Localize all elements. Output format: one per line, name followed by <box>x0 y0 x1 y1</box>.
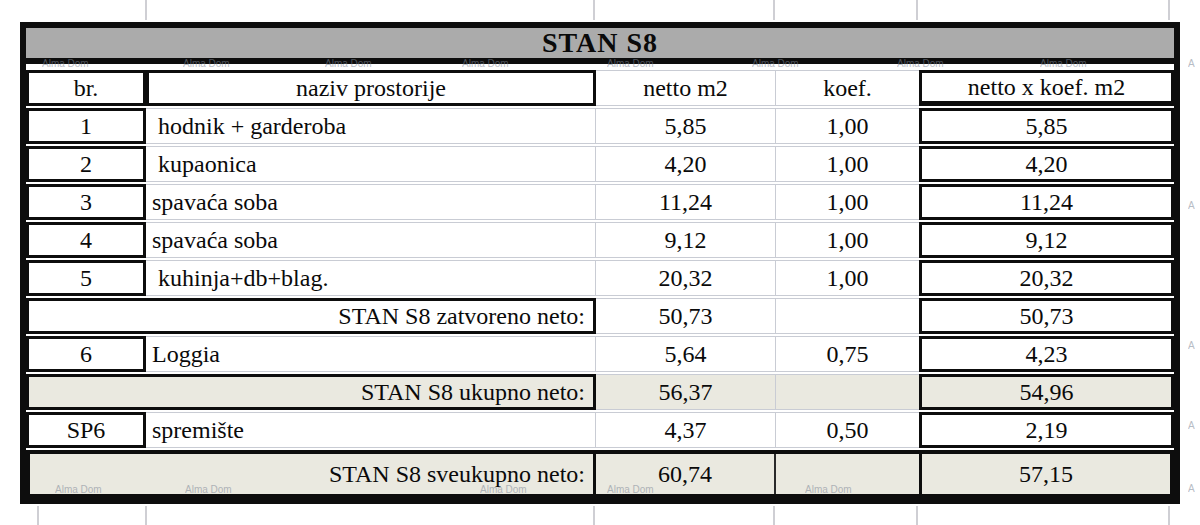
cell-total: 11,24 <box>919 184 1174 220</box>
cell-total: 54,96 <box>919 374 1174 410</box>
col-header-netto: netto m2 <box>596 70 776 106</box>
gridline <box>773 506 775 525</box>
cell-total: 4,20 <box>919 146 1174 182</box>
cell-total: 2,19 <box>919 412 1174 448</box>
gridline <box>773 0 775 20</box>
cell-total: 5,85 <box>919 108 1174 144</box>
cell-netto: 11,24 <box>596 184 776 220</box>
cell-koef <box>776 454 919 494</box>
col-header-koef: koef. <box>776 70 919 106</box>
watermark-edge: A <box>1188 200 1195 211</box>
gridline <box>916 0 918 20</box>
cell-koef <box>776 298 919 334</box>
table-row: 4 spavaća soba 9,12 1,00 9,12 <box>26 222 1174 258</box>
cell-koef: 1,00 <box>776 260 919 296</box>
cell-koef: 1,00 <box>776 222 919 258</box>
cell-total: 4,23 <box>919 336 1174 372</box>
watermark-edge: A <box>1188 483 1195 494</box>
subtotal-label: STAN S8 zatvoreno neto: <box>26 298 596 334</box>
cell-koef <box>776 374 919 410</box>
gridline <box>1168 506 1170 525</box>
col-header-total: netto x koef. m2 <box>919 70 1174 106</box>
table-row: 2 kupaonica 4,20 1,00 4,20 <box>26 146 1174 182</box>
cell-netto: 20,32 <box>596 260 776 296</box>
col-header-name: naziv prostorije <box>146 70 596 106</box>
cell-name: spavaća soba <box>146 222 596 258</box>
cell-netto: 9,12 <box>596 222 776 258</box>
cell-total: 50,73 <box>919 298 1174 334</box>
cell-netto: 50,73 <box>596 298 776 334</box>
cell-br: 1 <box>26 108 146 144</box>
spreadsheet-screenshot: STAN S8 br. naziv prostorije netto m2 ko… <box>0 0 1200 525</box>
cell-name: kuhinja+db+blag. <box>146 260 596 296</box>
cell-netto: 4,20 <box>596 146 776 182</box>
table-row: 5 kuhinja+db+blag. 20,32 1,00 20,32 <box>26 260 1174 296</box>
cell-total: 57,15 <box>919 454 1170 494</box>
gridline <box>593 506 595 525</box>
cell-br: SP6 <box>26 412 146 448</box>
cell-netto: 4,37 <box>596 412 776 448</box>
watermark-edge: A <box>1188 420 1195 431</box>
gridline <box>145 506 147 525</box>
watermark-edge: A <box>1188 340 1195 351</box>
subtotal-label: STAN S8 ukupno neto: <box>26 374 596 410</box>
cell-koef: 1,00 <box>776 108 919 144</box>
area-table: STAN S8 br. naziv prostorije netto m2 ko… <box>20 22 1180 504</box>
cell-total: 9,12 <box>919 222 1174 258</box>
watermark-edge: A <box>1188 58 1195 69</box>
cell-br: 6 <box>26 336 146 372</box>
gridline <box>37 506 39 525</box>
cell-br: 5 <box>26 260 146 296</box>
table-body: br. naziv prostorije netto m2 koef. nett… <box>26 70 1174 498</box>
gridline <box>1168 0 1170 20</box>
table-row: SP6 spremište 4,37 0,50 2,19 <box>26 412 1174 448</box>
cell-netto: 5,85 <box>596 108 776 144</box>
cell-name: hodnik + garderoba <box>146 108 596 144</box>
col-header-br: br. <box>26 70 146 106</box>
cell-br: 3 <box>26 184 146 220</box>
gridline <box>145 0 147 20</box>
cell-total: 20,32 <box>919 260 1174 296</box>
cell-koef: 0,50 <box>776 412 919 448</box>
gridline <box>916 506 918 525</box>
cell-koef: 1,00 <box>776 146 919 182</box>
cell-netto: 60,74 <box>596 454 776 494</box>
cell-netto: 56,37 <box>596 374 776 410</box>
table-row: 3 spavaća soba 11,24 1,00 11,24 <box>26 184 1174 220</box>
title-text: STAN S8 <box>542 27 658 59</box>
table-row: 1 hodnik + garderoba 5,85 1,00 5,85 <box>26 108 1174 144</box>
table-title: STAN S8 <box>26 28 1174 64</box>
cell-name: spremište <box>146 412 596 448</box>
cell-br: 2 <box>26 146 146 182</box>
cell-name: Loggia <box>146 336 596 372</box>
table-row: 6 Loggia 5,64 0,75 4,23 <box>26 336 1174 372</box>
subtotal-row-ukupno: STAN S8 ukupno neto: 56,37 54,96 <box>26 374 1174 410</box>
cell-name: spavaća soba <box>146 184 596 220</box>
cell-netto: 5,64 <box>596 336 776 372</box>
subtotal-row-zatvoreno: STAN S8 zatvoreno neto: 50,73 50,73 <box>26 298 1174 334</box>
cell-koef: 0,75 <box>776 336 919 372</box>
gridline <box>593 0 595 20</box>
header-row: br. naziv prostorije netto m2 koef. nett… <box>26 70 1174 106</box>
cell-name: kupaonica <box>146 146 596 182</box>
subtotal-row-sveukupno: STAN S8 sveukupno neto: 60,74 57,15 <box>26 450 1174 498</box>
cell-br: 4 <box>26 222 146 258</box>
cell-koef: 1,00 <box>776 184 919 220</box>
subtotal-label: STAN S8 sveukupno neto: <box>30 454 596 494</box>
